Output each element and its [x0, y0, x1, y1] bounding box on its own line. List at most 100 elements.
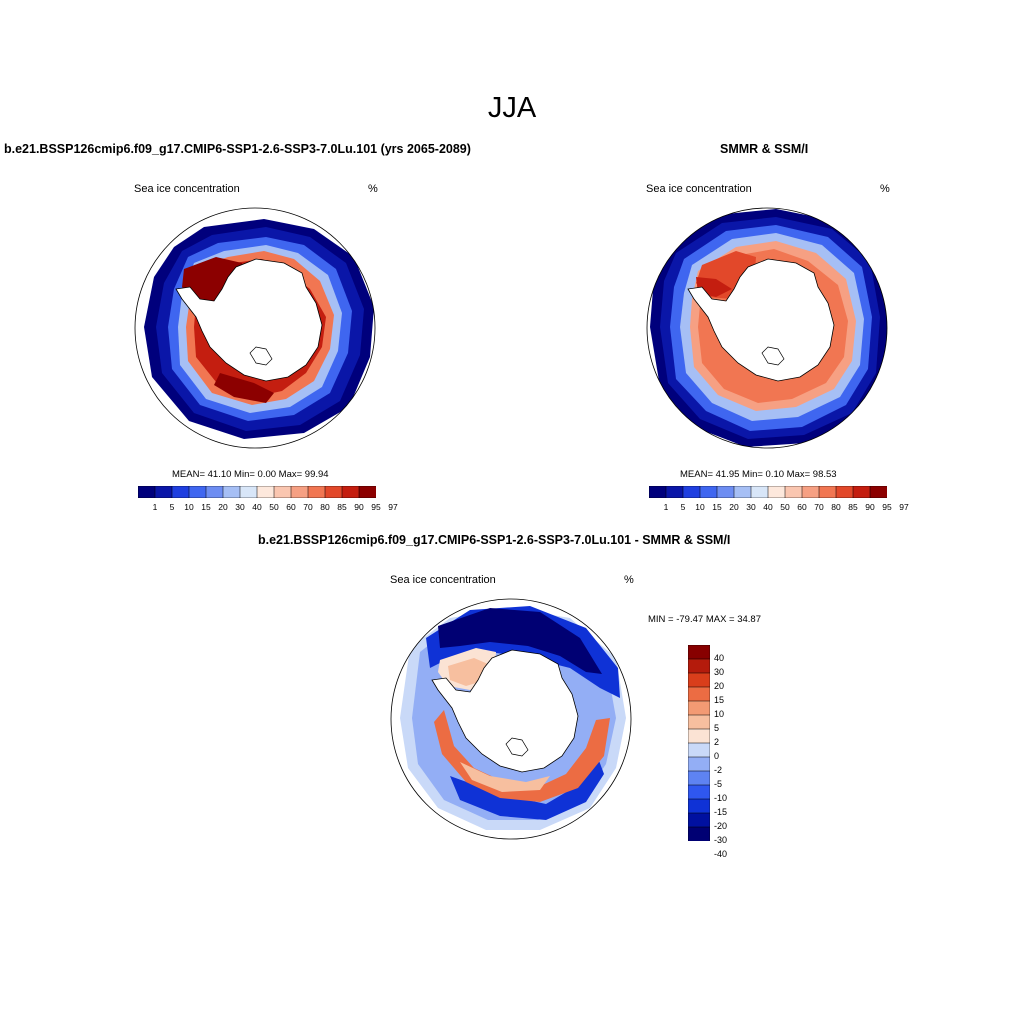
- colorbar-tick-label: 95: [371, 502, 381, 512]
- colorbar-swatch: [688, 826, 710, 841]
- colorbar-tick-label: -10: [714, 793, 728, 803]
- diff-units-label: %: [624, 574, 634, 586]
- diff-stats: MIN = -79.47 MAX = 34.87: [648, 614, 762, 625]
- colorbar-tick-label: 15: [201, 502, 211, 512]
- colorbar-tick-label: 1: [152, 502, 158, 512]
- obs-stats: MEAN= 41.95 Min= 0.10 Max= 98.53: [680, 469, 837, 480]
- colorbar-swatch: [273, 486, 292, 498]
- colorbar-tick-label: 95: [882, 502, 892, 512]
- colorbar-tick-label: -15: [714, 807, 728, 817]
- diff-panel-title: b.e21.BSSP126cmip6.f09_g17.CMIP6-SSP1-2.…: [258, 533, 731, 547]
- colorbar-swatch: [256, 486, 275, 498]
- diff-colorbar: [688, 645, 710, 841]
- colorbar-swatch: [688, 756, 710, 772]
- colorbar-swatch: [688, 645, 710, 660]
- obs-panel-title: SMMR & SSM/I: [720, 142, 809, 156]
- colorbar-swatch: [818, 486, 837, 498]
- colorbar-swatch: [188, 486, 207, 498]
- colorbar-tick-label: 80: [831, 502, 841, 512]
- model-panel-title: b.e21.BSSP126cmip6.f09_g17.CMIP6-SSP1-2.…: [4, 142, 471, 156]
- colorbar-swatch: [205, 486, 224, 498]
- colorbar-tick-label: 40: [714, 653, 725, 663]
- colorbar-swatch: [688, 658, 710, 674]
- colorbar-tick-label: 70: [814, 502, 824, 512]
- colorbar-tick-label: -40: [714, 849, 728, 859]
- colorbar-swatch: [665, 486, 684, 498]
- colorbar-tick-label: 15: [712, 502, 722, 512]
- colorbar-swatch: [688, 686, 710, 702]
- diff-polar-map: [390, 598, 632, 840]
- colorbar-tick-label: 97: [388, 502, 398, 512]
- colorbar-tick-label: 40: [763, 502, 773, 512]
- colorbar-swatch: [341, 486, 360, 498]
- obs-polar-map: [646, 207, 888, 449]
- model-stats: MEAN= 41.10 Min= 0.00 Max= 99.94: [172, 469, 329, 480]
- colorbar-tick-label: 30: [235, 502, 245, 512]
- colorbar-tick-label: 90: [865, 502, 875, 512]
- colorbar-tick-label: 20: [729, 502, 739, 512]
- diff-variable-label: Sea ice concentration: [390, 574, 496, 586]
- colorbar-swatch: [154, 486, 173, 498]
- model-colorbar-labels: 1 5 10 15 20 30 40 50 60 70 80 85 90 95 97: [138, 502, 398, 514]
- colorbar-swatch: [171, 486, 190, 498]
- colorbar-tick-label: 10: [184, 502, 194, 512]
- colorbar-tick-label: 0: [714, 751, 720, 761]
- colorbar-tick-label: -30: [714, 835, 728, 845]
- colorbar-tick-label: 60: [286, 502, 296, 512]
- colorbar-tick-label: 5: [680, 502, 686, 512]
- colorbar-swatch: [688, 784, 710, 800]
- colorbar-swatch: [733, 486, 752, 498]
- obs-colorbar: [649, 486, 887, 498]
- colorbar-swatch: [688, 798, 710, 814]
- model-units-label: %: [368, 183, 378, 195]
- colorbar-swatch: [324, 486, 343, 498]
- colorbar-tick-label: 85: [848, 502, 858, 512]
- colorbar-swatch: [688, 812, 710, 828]
- colorbar-tick-label: 20: [714, 681, 725, 691]
- colorbar-tick-label: 20: [218, 502, 228, 512]
- colorbar-tick-label: 30: [746, 502, 756, 512]
- colorbar-tick-label: 2: [714, 737, 720, 747]
- model-colorbar: [138, 486, 376, 498]
- colorbar-tick-label: 70: [303, 502, 313, 512]
- colorbar-swatch: [784, 486, 803, 498]
- diff-colorbar-labels: 40 30 20 15 10 5 2 0 -2 -5 -10 -15 -20 -30 -40: [714, 645, 754, 859]
- colorbar-swatch: [750, 486, 769, 498]
- obs-variable-label: Sea ice concentration: [646, 183, 752, 195]
- obs-colorbar-labels: 1 5 10 15 20 30 40 50 60 70 80 85 90 95 97: [649, 502, 909, 514]
- colorbar-swatch: [688, 700, 710, 716]
- colorbar-tick-label: 10: [695, 502, 705, 512]
- colorbar-swatch: [688, 714, 710, 730]
- colorbar-swatch: [138, 486, 156, 498]
- colorbar-swatch: [699, 486, 718, 498]
- colorbar-tick-label: 30: [714, 667, 725, 677]
- model-variable-label: Sea ice concentration: [134, 183, 240, 195]
- figure-title: JJA: [487, 92, 537, 124]
- colorbar-tick-label: -2: [714, 765, 723, 775]
- colorbar-swatch: [290, 486, 309, 498]
- colorbar-tick-label: 85: [337, 502, 347, 512]
- colorbar-swatch: [835, 486, 854, 498]
- colorbar-tick-label: 40: [252, 502, 262, 512]
- colorbar-tick-label: -20: [714, 821, 728, 831]
- colorbar-swatch: [649, 486, 667, 498]
- colorbar-tick-label: 80: [320, 502, 330, 512]
- colorbar-swatch: [688, 728, 710, 744]
- colorbar-tick-label: 97: [899, 502, 909, 512]
- colorbar-swatch: [688, 672, 710, 688]
- colorbar-swatch: [767, 486, 786, 498]
- colorbar-swatch: [222, 486, 241, 498]
- colorbar-swatch: [869, 486, 887, 498]
- colorbar-tick-label: 50: [269, 502, 279, 512]
- obs-units-label: %: [880, 183, 890, 195]
- colorbar-swatch: [852, 486, 871, 498]
- colorbar-swatch: [307, 486, 326, 498]
- colorbar-tick-label: 1: [663, 502, 669, 512]
- colorbar-swatch: [688, 742, 710, 758]
- colorbar-tick-label: 60: [797, 502, 807, 512]
- colorbar-tick-label: -5: [714, 779, 723, 789]
- colorbar-tick-label: 5: [714, 723, 720, 733]
- colorbar-swatch: [716, 486, 735, 498]
- colorbar-tick-label: 15: [714, 695, 725, 705]
- colorbar-tick-label: 90: [354, 502, 364, 512]
